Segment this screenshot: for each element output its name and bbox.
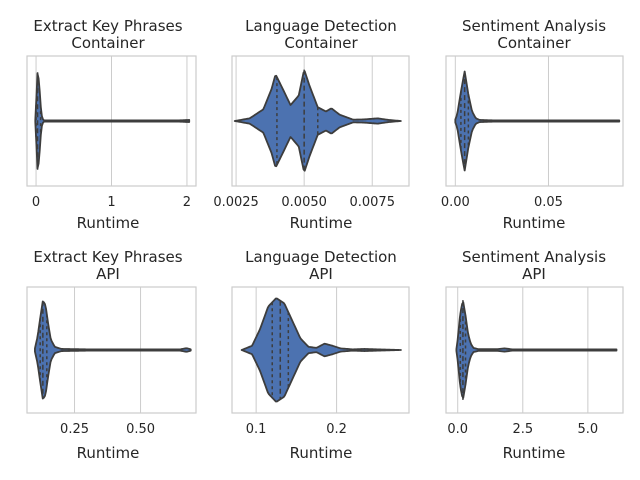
violin-body [454,70,621,172]
axes-frame [231,286,410,414]
subplot-title-line-2: API [309,265,333,283]
violin-body [240,297,402,403]
subplot-language-detection-api: Language Detection API Runtime [245,248,397,462]
x-axis-label: Runtime [77,214,140,232]
subplot-title-line-2: API [522,265,546,283]
x-tick-label: 0.05 [534,195,563,210]
plot-area-5: 0.1 0.2 [231,286,410,437]
subplot-title-line-2: API [96,265,120,283]
x-tick-label: 0.00 [441,195,470,210]
plot-area-2: 0.0025 0.0050 0.0075 [213,55,410,210]
x-tick-label: 5.0 [578,422,599,437]
x-tick-label: 0.0 [447,422,468,437]
x-tick-label: 2 [183,195,191,210]
subplot-title-line-2: Container [497,34,571,52]
x-axis-label: Runtime [290,444,353,462]
subplot-title-line-2: Container [284,34,358,52]
plot-area-4: 0.25 0.50 [26,286,197,437]
subplot-title-line-1: Extract Key Phrases [33,17,182,35]
subplot-title-line-1: Extract Key Phrases [33,248,182,266]
x-tick-label: 0.0075 [349,195,395,210]
x-tick-label: 2.5 [512,422,533,437]
x-axis-label: Runtime [290,214,353,232]
plot-area-3: 0.00 0.05 [441,55,624,210]
x-tick-label: 1 [107,195,115,210]
subplot-title-line-1: Language Detection [245,248,397,266]
subplot-title-line-2: Container [71,34,145,52]
violin-body [34,72,191,170]
subplot-language-detection-container: Language Detection Container Runtime [245,17,397,232]
axes-frame [445,286,624,414]
subplot-sentiment-analysis-api: Sentiment Analysis API Runtime [462,248,606,462]
subplot-sentiment-analysis-container: Sentiment Analysis Container Runtime [462,17,606,232]
x-tick-label: 0.0050 [281,195,327,210]
violin-body [34,300,192,400]
axes-frame [26,286,197,414]
subplot-title-line-1: Sentiment Analysis [462,248,606,266]
violin-body [455,301,618,399]
axes-frame [445,55,624,187]
axes-frame [231,55,410,187]
subplot-extract-key-phrases-api: Extract Key Phrases API Runtime [33,248,182,462]
axes-frame [26,55,197,187]
subplot-title-line-1: Language Detection [245,17,397,35]
subplot-title-line-1: Sentiment Analysis [462,17,606,35]
x-axis-label: Runtime [503,444,566,462]
plot-area-1: 0 1 2 [26,55,197,210]
x-axis-label: Runtime [503,214,566,232]
x-tick-label: 0.2 [326,422,347,437]
x-tick-label: 0.1 [246,422,267,437]
x-tick-label: 0 [32,195,40,210]
plot-area-6: 0.0 2.5 5.0 [445,286,624,437]
x-tick-label: 0.50 [126,422,155,437]
x-tick-label: 0.0025 [213,195,259,210]
x-tick-label: 0.25 [60,422,89,437]
subplot-extract-key-phrases-container: Extract Key Phrases Container Runtime [33,17,182,232]
x-axis-label: Runtime [77,444,140,462]
